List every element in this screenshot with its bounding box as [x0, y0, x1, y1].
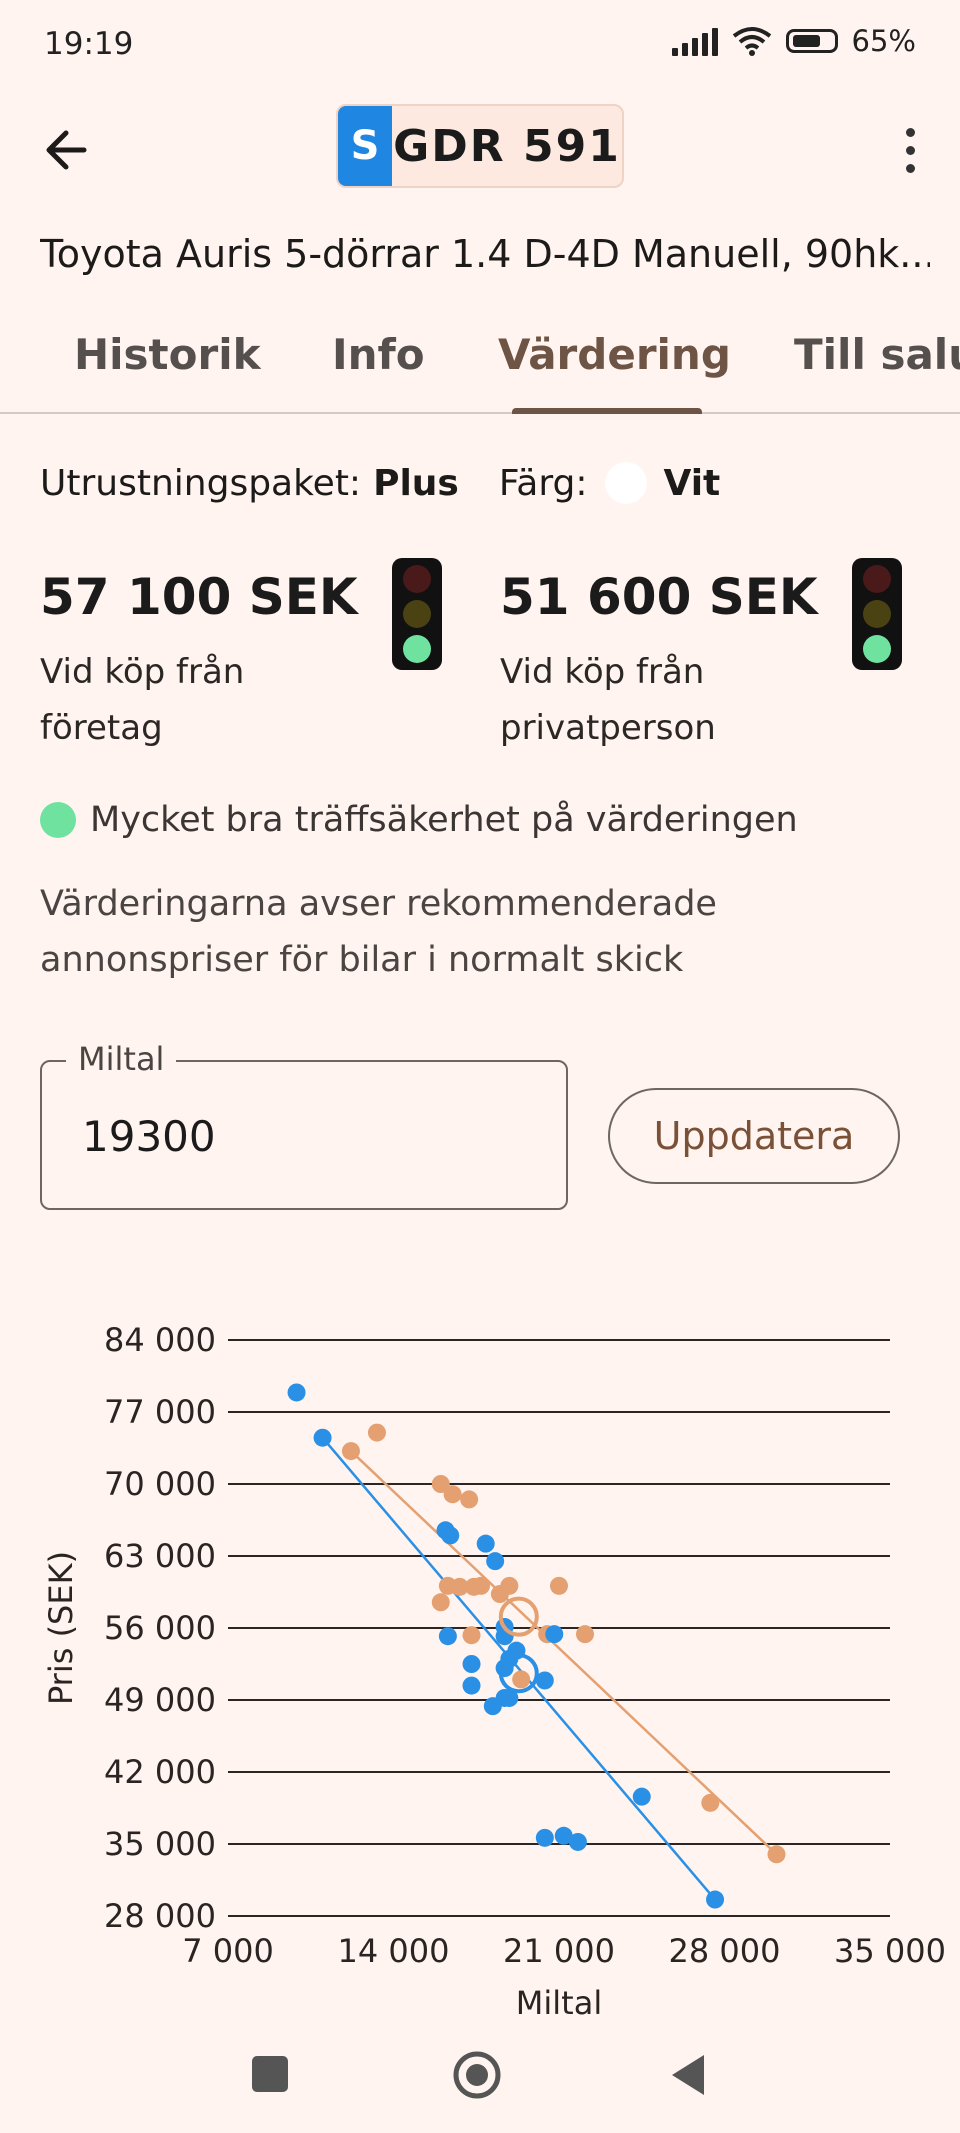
y-tick-label: 63 000: [104, 1537, 216, 1575]
data-point: [706, 1890, 725, 1909]
data-point: [701, 1793, 720, 1812]
mileage-value[interactable]: 19300: [82, 1112, 216, 1161]
more-vert-icon[interactable]: [890, 120, 930, 180]
back-nav-button[interactable]: [668, 2052, 708, 2098]
update-button[interactable]: Uppdatera: [608, 1088, 900, 1184]
data-point: [576, 1625, 595, 1644]
tab-historik[interactable]: Historik: [74, 330, 261, 379]
data-point: [632, 1787, 651, 1806]
y-tick-label: 42 000: [104, 1753, 216, 1791]
data-point: [441, 1526, 460, 1545]
y-tick-label: 49 000: [104, 1681, 216, 1719]
traffic-light-icon: [392, 558, 442, 670]
data-point: [512, 1670, 531, 1689]
data-point: [535, 1828, 554, 1847]
data-point: [500, 1688, 519, 1707]
highlight-point: [498, 1653, 539, 1694]
tab-vardering[interactable]: Värdering: [498, 330, 731, 379]
data-point: [462, 1676, 481, 1695]
recent-apps-button[interactable]: [252, 2056, 288, 2092]
data-point: [431, 1475, 450, 1493]
accuracy-text: Mycket bra träffsäkerhet på värderingen: [90, 800, 798, 840]
x-tick-label: 21 000: [503, 1932, 615, 1970]
data-point: [313, 1428, 332, 1447]
status-icons: 65%: [671, 24, 916, 58]
trend-line: [321, 1436, 716, 1901]
data-point: [568, 1832, 587, 1851]
arrow-left-icon[interactable]: [36, 118, 100, 182]
price-company-label-1: Vid köp från: [40, 652, 245, 692]
traffic-light-icon: [852, 558, 902, 670]
color-swatch: [605, 462, 648, 504]
battery-level: 65%: [851, 24, 916, 58]
data-point: [287, 1383, 306, 1402]
equipment-label: Utrustningspaket:: [40, 462, 362, 504]
tab-info[interactable]: Info: [332, 330, 425, 379]
data-point: [471, 1576, 490, 1595]
plate-number: GDR 591: [393, 120, 621, 172]
data-point: [550, 1576, 568, 1595]
highlight-point: [498, 1596, 539, 1637]
price-private-label-1: Vid köp från: [500, 652, 705, 692]
tab-till-salu[interactable]: Till salu: [794, 330, 960, 379]
color-value: Vit: [663, 462, 721, 504]
data-point: [500, 1576, 519, 1595]
x-tick-label: 7 000: [182, 1932, 274, 1970]
status-time: 19:19: [44, 26, 134, 62]
data-point: [460, 1490, 479, 1509]
y-tick-label: 56 000: [104, 1609, 216, 1647]
battery-icon: [785, 29, 838, 53]
trend-line: [350, 1450, 778, 1856]
x-tick-label: 35 000: [834, 1932, 946, 1970]
signal-icon: [671, 26, 718, 56]
equipment-row: Utrustningspaket: Plus Färg: Vit: [40, 462, 720, 504]
accuracy-row: Mycket bra träffsäkerhet på värderingen: [40, 800, 798, 840]
equipment-value: Plus: [373, 462, 459, 504]
price-company-label-2: företag: [40, 708, 163, 748]
price-private-label-2: privatperson: [500, 708, 716, 748]
y-tick-label: 35 000: [104, 1825, 216, 1863]
tab-bar: Historik Info Värdering Till salu: [0, 322, 960, 414]
price-company: 57 100 SEK: [40, 568, 358, 626]
data-point: [486, 1552, 505, 1571]
y-tick-label: 77 000: [104, 1393, 216, 1431]
plate-country: S: [338, 106, 392, 186]
price-mileage-chart: 84 000 77 000 70 000 63 000 56 000 49 000 42 0…: [42, 1321, 946, 2020]
data-point: [438, 1627, 457, 1646]
data-point: [431, 1593, 450, 1612]
data-point: [545, 1625, 564, 1644]
data-point: [443, 1485, 462, 1504]
y-tick-label: 28 000: [104, 1897, 216, 1935]
x-tick-label: 14 000: [338, 1932, 450, 1970]
color-label: Färg:: [498, 462, 588, 504]
accuracy-indicator-icon: [40, 802, 76, 838]
data-point: [476, 1534, 495, 1553]
car-title: Toyota Auris 5-dörrar 1.4 D-4D Manuell, …: [40, 232, 930, 276]
mileage-label: Miltal: [66, 1040, 177, 1078]
wifi-icon: [732, 27, 771, 56]
tab-indicator: [512, 408, 702, 414]
license-plate: S GDR 591: [336, 104, 624, 188]
home-button[interactable]: [452, 2050, 502, 2100]
x-axis-label: Miltal: [516, 1984, 602, 2020]
data-point: [462, 1626, 481, 1645]
valuation-note: Värderingarna avser rekommenderade annon…: [40, 884, 717, 980]
y-tick-label: 84 000: [104, 1321, 216, 1359]
mileage-input[interactable]: [40, 1060, 568, 1210]
y-tick-label: 70 000: [104, 1465, 216, 1503]
data-point: [767, 1845, 786, 1864]
data-point: [535, 1671, 554, 1690]
price-private: 51 600 SEK: [500, 568, 818, 626]
data-point: [462, 1655, 481, 1673]
x-tick-label: 28 000: [669, 1932, 781, 1970]
data-point: [341, 1442, 360, 1461]
data-point: [554, 1826, 573, 1845]
y-axis-label: Pris (SEK): [42, 1551, 80, 1705]
data-point: [367, 1423, 386, 1442]
data-point: [450, 1577, 469, 1596]
